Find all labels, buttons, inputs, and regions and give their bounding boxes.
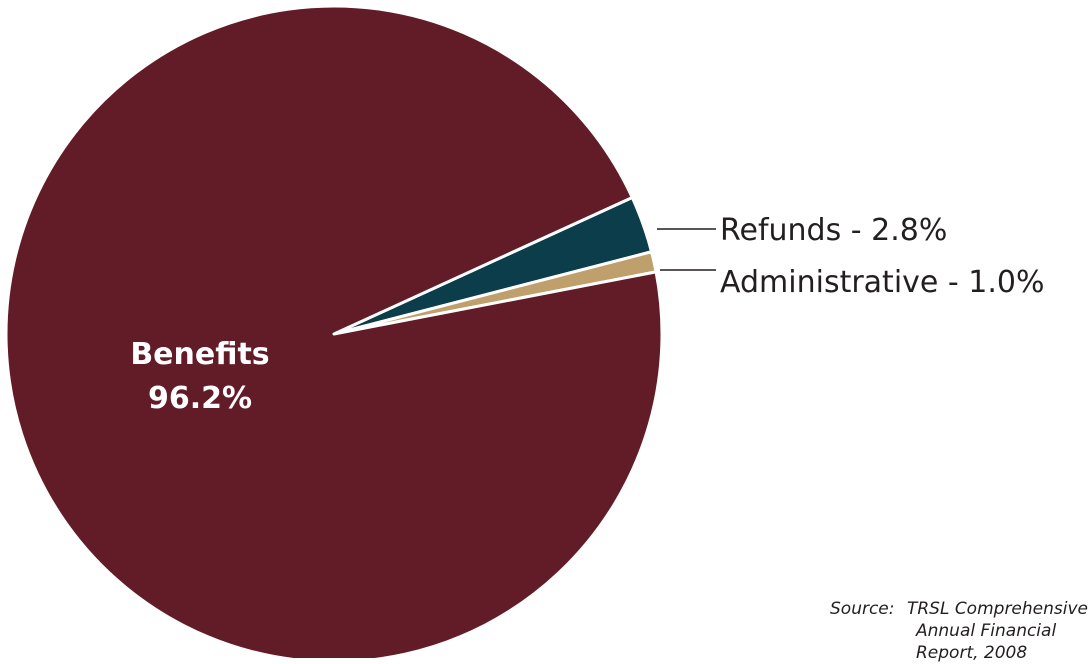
- source-line-3: Report, 2008: [916, 643, 1028, 663]
- source-line-1: TRSL Comprehensive: [906, 599, 1088, 619]
- source-line-2: Annual Financial: [916, 621, 1057, 641]
- source-note: Source: TRSL Comprehensive Annual Financ…: [830, 598, 1088, 664]
- benefits-label: Benefits: [130, 337, 269, 372]
- benefits-slice: [4, 4, 664, 658]
- source-prefix: Source:: [830, 599, 895, 619]
- benefits-value: 96.2%: [148, 381, 252, 416]
- administrative-label: Administrative - 1.0%: [720, 265, 1044, 300]
- refunds-label: Refunds - 2.8%: [720, 213, 947, 248]
- pie-slices: [4, 4, 664, 658]
